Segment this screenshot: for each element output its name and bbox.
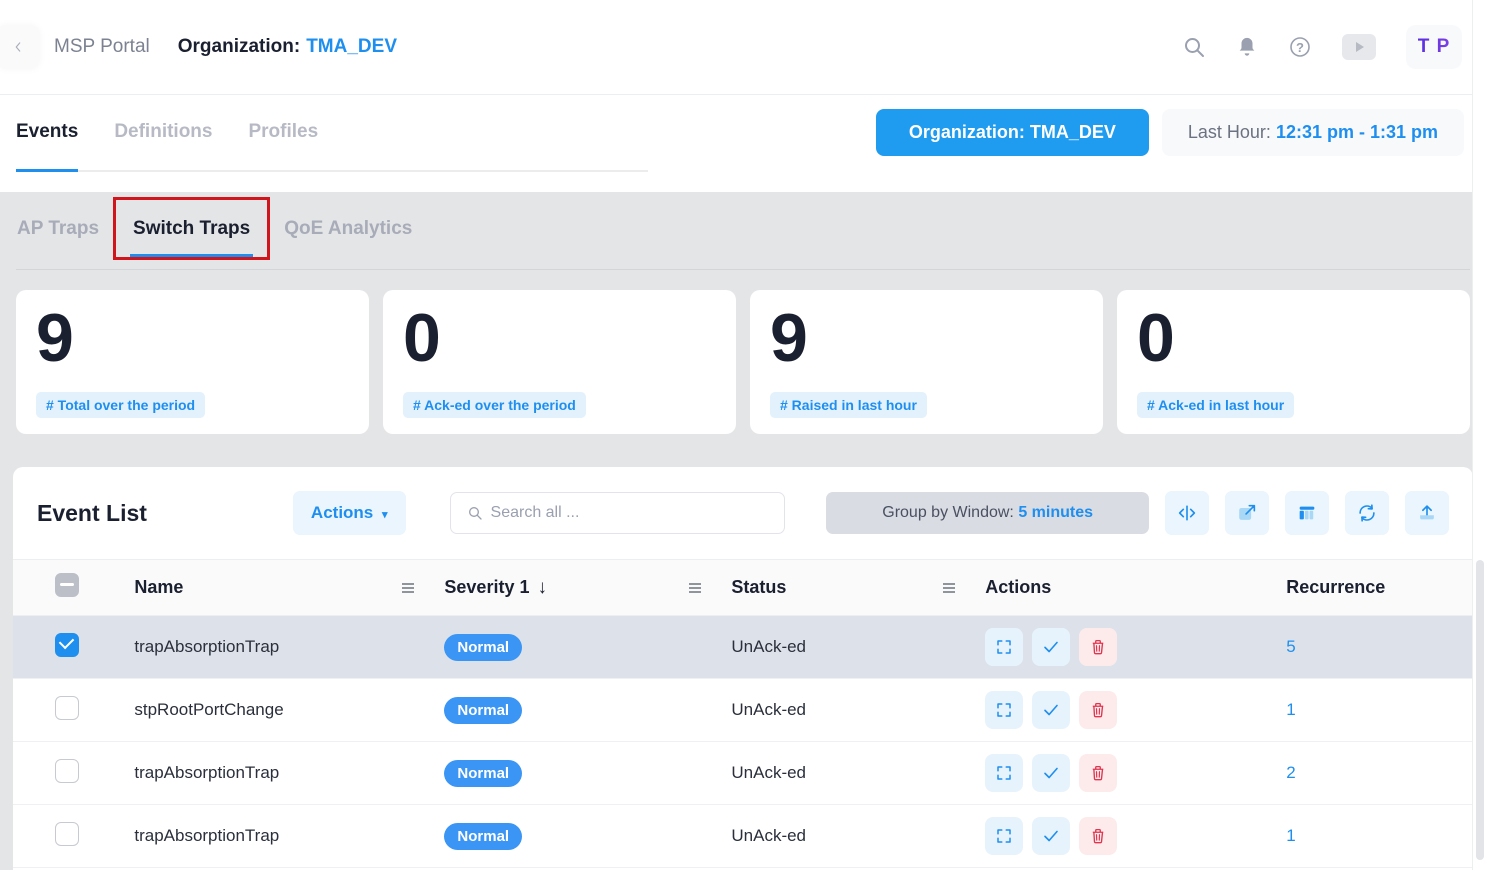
svg-text:?: ? (1296, 40, 1304, 55)
